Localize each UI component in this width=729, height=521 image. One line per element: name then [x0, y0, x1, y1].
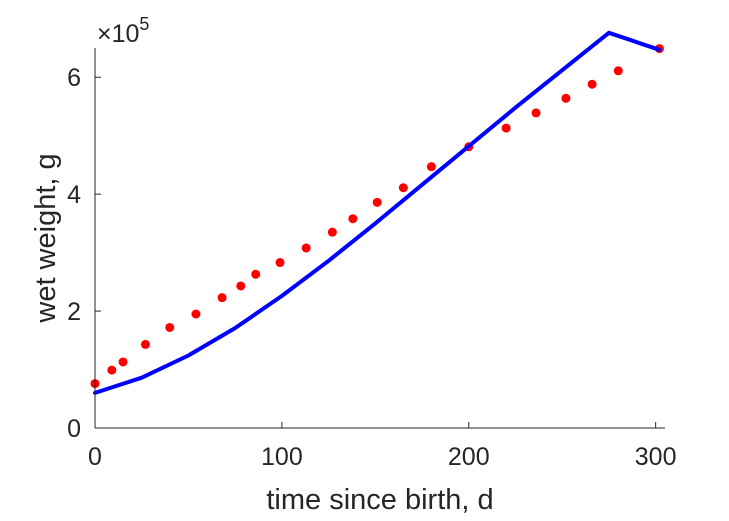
- data-point: [191, 309, 201, 319]
- data-point: [251, 269, 261, 279]
- y-axis-label: wet weight, g: [30, 153, 62, 323]
- y-tick-label: 0: [67, 415, 81, 443]
- data-point: [348, 214, 358, 224]
- data-point: [301, 243, 311, 253]
- data-point: [118, 357, 128, 367]
- x-tick-label: 300: [635, 443, 677, 471]
- y-tick-label: 4: [67, 181, 81, 209]
- x-tick-label: 200: [448, 443, 490, 471]
- data-point: [327, 227, 337, 237]
- x-axis-label: time since birth, d: [266, 484, 493, 516]
- plot-background: [95, 48, 665, 428]
- series-line: [93, 30, 662, 395]
- y-tick-label: 2: [67, 298, 81, 326]
- data-point: [372, 197, 382, 207]
- data-point: [236, 281, 246, 291]
- data-point: [501, 123, 511, 133]
- data-point: [107, 365, 117, 375]
- data-point: [217, 293, 227, 303]
- data-point: [561, 93, 571, 103]
- y-axis-multiplier: ×105: [97, 14, 149, 48]
- y-tick-label: 6: [67, 64, 81, 92]
- data-point: [587, 79, 597, 89]
- y-multiplier-exponent: 5: [139, 14, 149, 34]
- data-point: [531, 108, 541, 118]
- x-tick-label: 0: [88, 443, 102, 471]
- data-point: [165, 322, 175, 332]
- chart-marks: [90, 30, 664, 395]
- x-tick-label: 100: [261, 443, 303, 471]
- data-point: [275, 258, 285, 268]
- y-multiplier-base: ×10: [97, 20, 139, 48]
- plot-area: [95, 48, 665, 428]
- axes: 0 100 200 300 0 2 4 6: [67, 48, 677, 471]
- data-point: [426, 162, 436, 172]
- data-point: [140, 339, 150, 349]
- data-point: [398, 183, 408, 193]
- data-point: [613, 66, 623, 76]
